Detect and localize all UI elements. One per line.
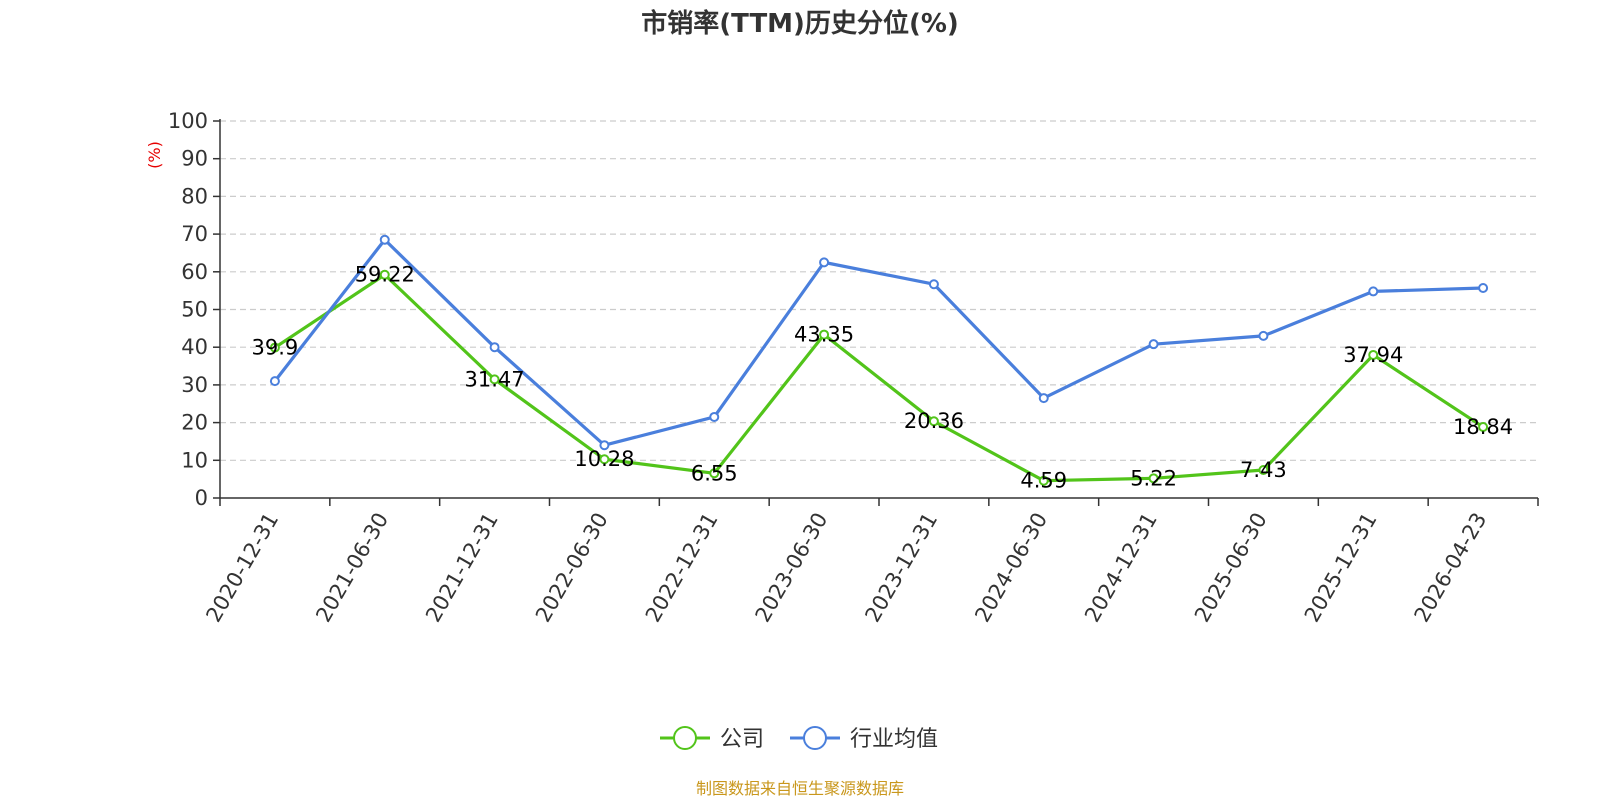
x-tick-label: 2020-12-31 [201, 509, 283, 627]
legend-marker[interactable] [803, 726, 827, 750]
y-tick-label: 10 [181, 448, 208, 472]
y-tick-label: 70 [181, 222, 208, 246]
data-label: 59.22 [355, 263, 415, 287]
data-point[interactable] [928, 279, 939, 290]
data-point[interactable] [269, 342, 280, 353]
data-label: 20.36 [904, 409, 964, 433]
legend-label[interactable]: 行业均值 [850, 727, 938, 752]
data-label: 4.59 [1020, 469, 1067, 493]
data-point[interactable] [1368, 286, 1379, 297]
x-tick-label: 2022-06-30 [531, 509, 613, 627]
y-tick-label: 50 [181, 298, 208, 322]
series-line [274, 273, 1484, 483]
y-tick-label: 90 [181, 147, 208, 171]
data-point[interactable] [1038, 475, 1049, 486]
data-label: 31.47 [465, 367, 525, 391]
data-point[interactable] [709, 411, 720, 422]
data-point[interactable] [928, 416, 939, 427]
data-point[interactable] [1368, 349, 1379, 360]
data-point[interactable] [1258, 464, 1269, 475]
y-tick-label: 0 [195, 486, 208, 510]
data-point[interactable] [599, 440, 610, 451]
data-label: 7.43 [1240, 458, 1287, 482]
data-point[interactable] [1148, 473, 1159, 484]
data-point[interactable] [269, 376, 280, 387]
data-point[interactable] [599, 454, 610, 465]
data-label: 39.9 [252, 336, 299, 360]
y-tick-label: 20 [181, 411, 208, 435]
y-tick-label: 60 [181, 260, 208, 284]
legend-marker[interactable] [673, 726, 697, 750]
legend[interactable]: 公司 行业均值 [660, 726, 938, 752]
y-tick-label: 30 [181, 373, 208, 397]
data-point[interactable] [379, 269, 390, 280]
data-label: 6.55 [691, 461, 738, 485]
x-tick-label: 2026-04-23 [1410, 509, 1492, 627]
data-point[interactable] [489, 342, 500, 353]
data-label: 37.94 [1343, 343, 1403, 367]
x-tick-label: 2023-12-31 [860, 509, 942, 627]
data-point[interactable] [489, 374, 500, 385]
series-lines [269, 234, 1489, 486]
x-tick-label: 2024-06-30 [970, 509, 1052, 627]
chart-title: 市销率(TTM)历史分位(%) [641, 8, 959, 39]
x-tick-label: 2021-12-31 [421, 509, 503, 627]
data-point[interactable] [1148, 339, 1159, 350]
x-tick-label: 2023-06-30 [751, 509, 833, 627]
series-line [273, 238, 1484, 447]
x-tick-label: 2022-12-31 [641, 509, 723, 627]
data-point[interactable] [709, 468, 720, 479]
y-axis-unit-label: (%) [145, 141, 164, 169]
x-tick-label: 2024-12-31 [1080, 509, 1162, 627]
y-tick-label: 80 [181, 184, 208, 208]
data-point[interactable] [819, 329, 830, 340]
data-point[interactable] [1038, 393, 1049, 404]
x-tick-label: 2021-06-30 [311, 509, 393, 627]
axes: 0 10 20 30 40 50 60 70 80 90 100 2020-12-31 2021-06-… [168, 109, 1539, 627]
x-tick-label: 2025-06-30 [1190, 509, 1272, 627]
data-label: 10.28 [574, 447, 634, 471]
source-note: 制图数据来自恒生聚源数据库 [696, 779, 904, 798]
data-label: 18.84 [1453, 415, 1513, 439]
legend-label[interactable]: 公司 [720, 727, 764, 752]
data-point[interactable] [819, 257, 830, 268]
grid-lines [220, 120, 1538, 461]
y-tick-label: 100 [168, 109, 208, 133]
data-point[interactable] [379, 234, 390, 245]
data-point[interactable] [1478, 283, 1489, 294]
data-label: 43.35 [794, 323, 854, 347]
data-point[interactable] [1478, 421, 1489, 432]
data-labels: 39.9 59.22 31.47 10.28 6.55 43.35 20.36 4.59 5.2… [252, 263, 1514, 493]
data-point[interactable] [1258, 330, 1269, 341]
x-tick-label: 2025-12-31 [1300, 509, 1382, 627]
data-label: 5.22 [1130, 466, 1177, 490]
y-tick-label: 40 [181, 335, 208, 359]
